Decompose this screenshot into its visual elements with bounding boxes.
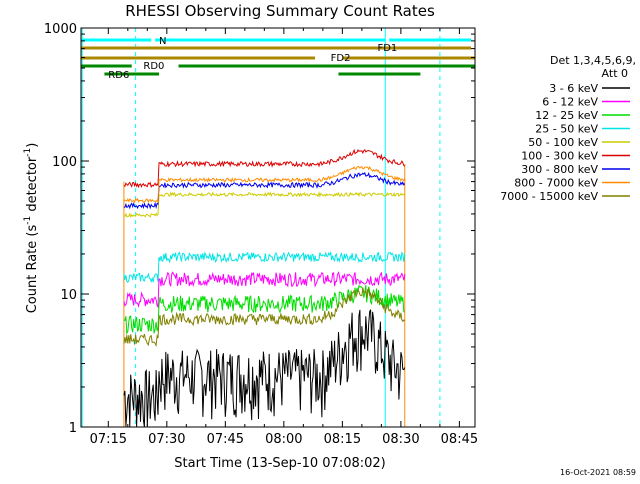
legend-label: 12 - 25 keV [535, 109, 598, 122]
x-tick-label: 07:45 [207, 432, 244, 447]
y-axis-label-part1: Count Rate (s [25, 225, 40, 314]
y-tick-label: 100 [52, 155, 77, 170]
x-axis-label: Start Time (13-Sep-10 07:08:02) [174, 456, 385, 471]
x-tick-label: 07:30 [148, 432, 185, 447]
series-line [123, 309, 406, 428]
series-line [123, 148, 406, 189]
legend-title-line1: Det 1,3,4,5,6,9, [550, 54, 636, 67]
series-line [123, 190, 406, 219]
legend-title-line2: Att 0 [602, 67, 628, 80]
y-axis-label-part3: ) [25, 143, 40, 148]
x-tick-label: 08:45 [441, 432, 478, 447]
x-axis: 07:15 07:30 07:45 08:00 08:15 08:30 08:45 [90, 28, 478, 447]
x-tick-label: 08:15 [324, 432, 361, 447]
series-line [123, 171, 406, 210]
legend-label: 6 - 12 keV [542, 96, 598, 109]
footer-date: 16-Oct-2021 08:59 [560, 468, 636, 477]
legend-label: 7000 - 15000 keV [500, 190, 598, 203]
y-axis-label-part2: detector [25, 156, 40, 216]
legend-label: 3 - 6 keV [549, 82, 598, 95]
y-axis-label: Count Rate (s-1 detector-1) [23, 143, 40, 314]
flag-label: RD6 [108, 70, 129, 81]
y-tick-label: 1000 [44, 22, 77, 37]
flag-label: RD0 [143, 61, 164, 72]
x-tick-label: 08:30 [382, 432, 419, 447]
flag-label: N [159, 36, 166, 47]
flag-label: FD1 [377, 43, 397, 54]
y-tick-label: 10 [60, 288, 77, 303]
series-line [123, 165, 406, 204]
x-tick-label: 08:00 [265, 432, 302, 447]
chart-title: RHESSI Observing Summary Count Rates [125, 2, 435, 20]
series-line [123, 271, 406, 309]
x-tick-label: 07:15 [90, 432, 127, 447]
legend-label: 25 - 50 keV [535, 123, 598, 136]
y-tick-label: 1 [69, 421, 77, 436]
plot-layer: N FD1 FD2 RD0 RD6 [81, 28, 475, 428]
y-axis: 1 10 100 1000 [44, 22, 475, 436]
legend-label: 800 - 7000 keV [514, 177, 598, 190]
y-axis-label-sup1: -1 [23, 216, 33, 225]
series-line [123, 287, 406, 348]
flag-label: FD2 [331, 53, 351, 64]
legend-label: 100 - 300 keV [521, 150, 598, 163]
legend-label: 300 - 800 keV [521, 163, 598, 176]
series-line [123, 250, 406, 284]
plot-frame [80, 27, 476, 428]
legend-label: 50 - 100 keV [528, 136, 598, 149]
y-axis-label-sup2: -1 [23, 148, 33, 157]
